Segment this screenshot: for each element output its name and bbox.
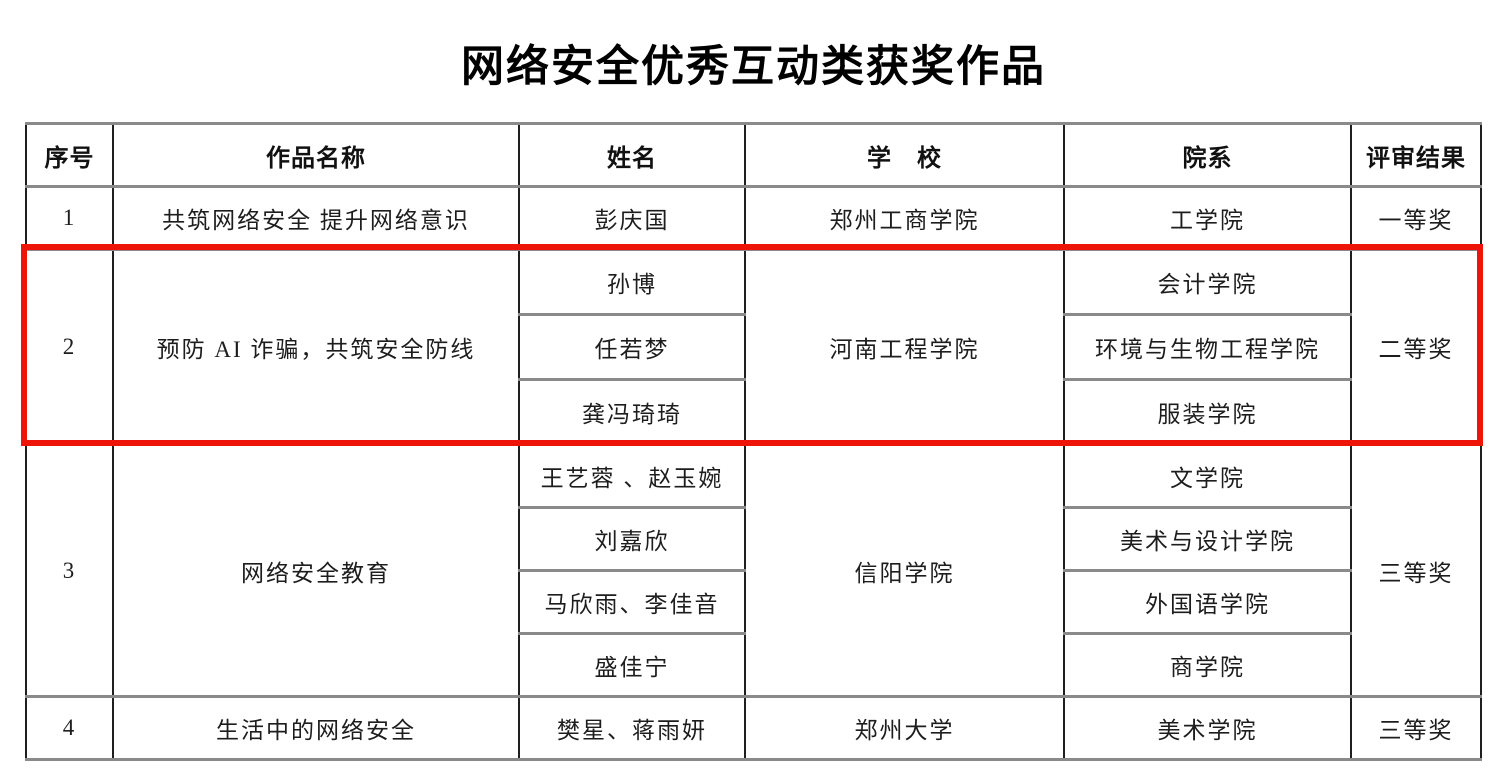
cell-no: 3 <box>25 443 114 698</box>
cell-author-name: 彭庆国 <box>518 185 746 251</box>
cell-author-name: 王艺蓉 、赵玉婉 <box>518 443 746 509</box>
col-header-name: 姓名 <box>518 122 746 188</box>
cell-work-title: 共筑网络安全 提升网络意识 <box>112 185 520 251</box>
cell-no: 4 <box>25 695 114 761</box>
col-header-school: 学 校 <box>744 122 1065 188</box>
table-row-2: 2 预防 AI 诈骗，共筑安全防线 孙博 河南工程学院 会计学院 二等奖 <box>25 248 1482 446</box>
cell-result: 三等奖 <box>1350 695 1482 761</box>
cell-no: 2 <box>25 248 114 446</box>
cell-author-name: 龚冯琦琦 <box>518 378 746 446</box>
col-header-no: 序号 <box>25 122 114 188</box>
cell-department: 工学院 <box>1063 185 1352 251</box>
table-row-3-sub: 盛佳宁 商学院 <box>26 632 1481 698</box>
cell-work-title: 网络安全教育 <box>112 443 520 698</box>
cell-work-title: 预防 AI 诈骗，共筑安全防线 <box>112 248 520 446</box>
cell-result: 一等奖 <box>1350 185 1482 251</box>
cell-department: 服装学院 <box>1063 378 1352 446</box>
cell-author-name: 马欣雨、李佳音 <box>518 569 746 635</box>
table-row-1: 1 共筑网络安全 提升网络意识 彭庆国 郑州工商学院 工学院 一等奖 <box>25 185 1482 251</box>
header-row: 序号 作品名称 姓名 学 校 院系 评审结果 <box>25 122 1482 188</box>
page-title: 网络安全优秀互动类获奖作品 <box>461 43 1046 91</box>
cell-department: 外国语学院 <box>1063 569 1352 635</box>
cell-department: 美术学院 <box>1063 695 1352 761</box>
cell-work-title: 生活中的网络安全 <box>112 695 520 761</box>
cell-school: 信阳学院 <box>744 443 1065 698</box>
cell-result: 二等奖 <box>1350 248 1482 446</box>
table-row-4: 4 生活中的网络安全 樊星、蒋雨妍 郑州大学 美术学院 三等奖 <box>25 695 1482 761</box>
table-row-3-sub: 刘嘉欣 美术与设计学院 <box>26 506 1481 572</box>
cell-department: 美术与设计学院 <box>1063 506 1352 572</box>
cell-department: 商学院 <box>1063 632 1352 698</box>
cell-department: 环境与生物工程学院 <box>1063 313 1352 381</box>
cell-department: 会计学院 <box>1063 248 1352 316</box>
cell-author-name: 任若梦 <box>518 313 746 381</box>
col-header-work: 作品名称 <box>112 122 520 188</box>
cell-school: 郑州工商学院 <box>744 185 1065 251</box>
cell-department: 文学院 <box>1063 443 1352 509</box>
col-header-department: 院系 <box>1063 122 1352 188</box>
table-row-2-sub: 任若梦 环境与生物工程学院 <box>26 313 1481 381</box>
cell-no: 1 <box>25 185 114 251</box>
cell-school: 郑州大学 <box>744 695 1065 761</box>
table-row-3-sub: 马欣雨、李佳音 外国语学院 <box>26 569 1481 635</box>
cell-school: 河南工程学院 <box>744 248 1065 446</box>
cell-result: 三等奖 <box>1350 443 1482 698</box>
col-header-result: 评审结果 <box>1350 122 1482 188</box>
cell-author-name: 孙博 <box>518 248 746 316</box>
cell-author-name: 刘嘉欣 <box>518 506 746 572</box>
cell-author-name: 樊星、蒋雨妍 <box>518 695 746 761</box>
table-row-3: 3 网络安全教育 王艺蓉 、赵玉婉 信阳学院 文学院 三等奖 <box>25 443 1482 698</box>
cell-author-name: 盛佳宁 <box>518 632 746 698</box>
awards-table: 序号 作品名称 姓名 学 校 院系 评审结果 1 共筑网络安全 提升网络意识 彭… <box>25 122 1482 761</box>
